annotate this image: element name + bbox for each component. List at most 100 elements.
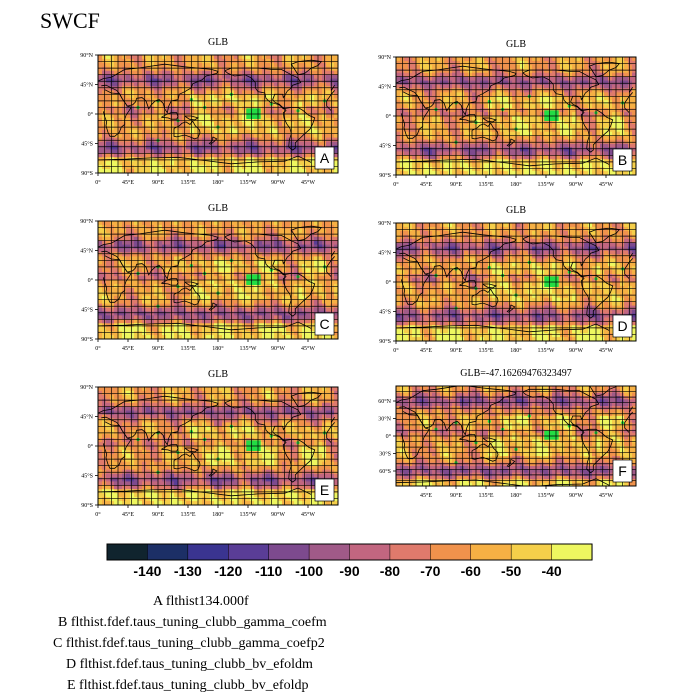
coastline xyxy=(98,395,336,446)
coastline xyxy=(161,444,179,452)
colorbar-label: -100 xyxy=(295,563,323,579)
lon-tick-label: 90°W xyxy=(271,511,285,518)
lon-tick-label: 0° xyxy=(95,179,101,186)
map-field-c xyxy=(98,221,338,339)
coastline xyxy=(98,487,312,497)
coastline xyxy=(396,323,610,333)
lon-tick-label: 135°E xyxy=(180,345,195,352)
map-field-f xyxy=(396,386,636,486)
map-panel-b xyxy=(393,56,637,178)
lat-tick-label: 0° xyxy=(386,279,392,286)
lon-tick-label: 135°E xyxy=(478,181,493,188)
lat-tick-label: 45°S xyxy=(81,307,93,314)
coastline xyxy=(173,286,201,306)
coastline xyxy=(471,288,499,308)
colorbar-segment xyxy=(268,543,310,561)
coastline xyxy=(400,257,634,305)
lat-tick-label: 30°S xyxy=(379,451,391,458)
lon-tick-label: 45°E xyxy=(122,179,134,186)
lon-tick-label: 0° xyxy=(393,181,399,188)
map-field-d xyxy=(396,223,636,341)
coastline xyxy=(184,447,199,453)
coastline xyxy=(522,235,614,319)
lon-tick-label: 135°W xyxy=(239,345,256,352)
panel-letter-box xyxy=(314,146,335,170)
lat-tick-label: 45°N xyxy=(378,84,391,91)
panel-title: GLB xyxy=(208,369,228,380)
coastline xyxy=(102,255,336,303)
lon-tick-label: 45°W xyxy=(301,345,315,352)
lon-tick-label: 135°E xyxy=(180,511,195,518)
lon-tick-label: 180° xyxy=(212,179,224,186)
lon-tick-label: 45°W xyxy=(301,179,315,186)
coastline xyxy=(588,227,621,244)
coastline xyxy=(184,115,199,121)
legend-line-e: E flthist.fdef.taus_tuning_clubb_bv_efol… xyxy=(67,678,309,693)
colorbar-segment xyxy=(389,543,431,561)
coastline xyxy=(471,442,499,462)
lon-tick-label: 135°W xyxy=(239,179,256,186)
panel-letter: E xyxy=(320,482,329,498)
coastline xyxy=(482,283,497,289)
lat-tick-label: 90°N xyxy=(80,52,93,59)
lon-tick-label: 90°E xyxy=(450,492,462,499)
coastline xyxy=(396,157,610,167)
coastline xyxy=(506,138,516,147)
lon-tick-label: 90°E xyxy=(152,511,164,518)
coastline xyxy=(290,391,323,408)
map-field-b xyxy=(396,57,636,175)
lat-tick-label: 0° xyxy=(88,277,94,284)
coastline xyxy=(459,434,477,442)
panel-title: GLB xyxy=(208,203,228,214)
coastline xyxy=(102,421,336,469)
coastline xyxy=(98,155,312,165)
panel-title: GLB xyxy=(208,37,228,48)
colorbar-label: -40 xyxy=(541,563,561,579)
map-field-e xyxy=(98,387,338,505)
panel-title: GLB xyxy=(506,39,526,50)
lat-tick-label: 45°S xyxy=(81,473,93,480)
colorbar-segment xyxy=(510,543,553,561)
colorbar-segment xyxy=(106,543,148,561)
lat-tick-label: 0° xyxy=(88,443,94,450)
coastline xyxy=(396,478,610,486)
panel-title: GLB=-47.16269476323497 xyxy=(460,368,571,379)
lat-tick-label: 90°S xyxy=(81,170,93,177)
coastline xyxy=(522,388,614,474)
colorbar-label: -50 xyxy=(501,563,521,579)
coastline xyxy=(184,281,199,287)
panel-letter: C xyxy=(319,316,329,332)
coastline xyxy=(522,69,614,153)
map-panel-e xyxy=(95,386,339,508)
colorbar-segment xyxy=(147,543,189,561)
lat-tick-label: 45°N xyxy=(378,250,391,257)
panel-letter: D xyxy=(617,318,627,334)
panel-title: GLB xyxy=(506,205,526,216)
panel-letter: A xyxy=(320,150,330,166)
coastline xyxy=(459,280,477,288)
panel-letter-box xyxy=(314,312,335,336)
lon-tick-label: 45°W xyxy=(301,511,315,518)
lon-tick-label: 180° xyxy=(510,347,522,354)
colorbar-label: -120 xyxy=(214,563,242,579)
coastline xyxy=(98,229,336,280)
lon-tick-label: 90°W xyxy=(569,347,583,354)
colorbar-segment xyxy=(430,543,472,561)
coastline xyxy=(161,278,179,286)
lon-tick-label: 135°W xyxy=(537,181,554,188)
lat-tick-label: 45°N xyxy=(80,248,93,255)
lon-tick-label: 90°E xyxy=(152,345,164,352)
lon-tick-label: 135°E xyxy=(180,179,195,186)
lon-tick-label: 180° xyxy=(212,345,224,352)
lon-tick-label: 45°W xyxy=(599,492,613,499)
lat-tick-label: 90°S xyxy=(379,338,391,345)
lat-tick-label: 0° xyxy=(88,111,94,118)
colorbar-segment xyxy=(308,543,351,561)
lat-tick-label: 45°S xyxy=(379,143,391,150)
map-panel-d xyxy=(393,222,637,344)
panel-letter: F xyxy=(618,463,627,479)
lon-tick-label: 45°E xyxy=(122,345,134,352)
map-panel-f xyxy=(393,385,637,489)
coastline xyxy=(459,114,477,122)
lon-tick-label: 45°W xyxy=(599,347,613,354)
